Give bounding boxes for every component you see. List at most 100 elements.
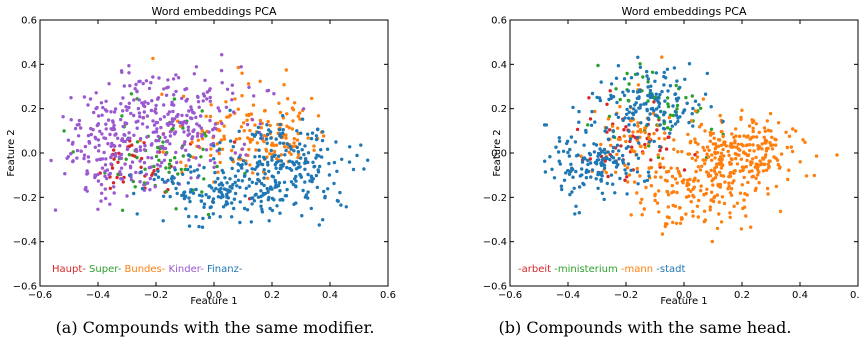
data-point bbox=[660, 232, 665, 236]
data-point bbox=[211, 200, 216, 205]
data-point bbox=[108, 132, 112, 137]
data-point bbox=[611, 135, 616, 139]
data-point bbox=[279, 159, 284, 163]
data-point bbox=[104, 99, 108, 104]
data-point bbox=[187, 214, 191, 219]
data-point bbox=[269, 185, 273, 189]
data-point bbox=[647, 174, 651, 178]
data-point bbox=[86, 133, 91, 138]
data-point bbox=[277, 101, 281, 105]
data-point bbox=[327, 173, 332, 177]
data-point bbox=[214, 186, 218, 191]
data-point bbox=[252, 94, 256, 98]
data-point bbox=[664, 76, 668, 80]
data-point bbox=[835, 153, 839, 157]
data-point bbox=[267, 169, 271, 173]
data-point bbox=[69, 152, 73, 156]
data-point bbox=[233, 174, 238, 178]
data-point bbox=[362, 167, 366, 171]
data-point bbox=[636, 129, 640, 134]
y-axis-label: Feature 2 bbox=[6, 129, 17, 176]
data-point bbox=[255, 165, 259, 169]
data-point bbox=[269, 148, 273, 153]
data-point bbox=[603, 151, 607, 155]
data-point bbox=[278, 122, 282, 127]
data-point bbox=[618, 176, 622, 181]
x-tick-label: −0.6 bbox=[28, 290, 52, 301]
data-point bbox=[739, 117, 743, 122]
data-point bbox=[117, 155, 122, 159]
data-point bbox=[216, 170, 220, 174]
data-point bbox=[292, 137, 296, 141]
data-point bbox=[162, 158, 167, 162]
y-tick-label: 0.6 bbox=[491, 16, 507, 27]
data-point bbox=[194, 156, 198, 160]
data-point bbox=[611, 129, 615, 133]
data-point bbox=[687, 62, 692, 66]
data-point bbox=[262, 168, 266, 172]
data-point bbox=[258, 79, 262, 84]
data-point bbox=[643, 130, 647, 135]
data-point bbox=[625, 175, 629, 179]
data-point bbox=[230, 158, 234, 162]
data-point bbox=[186, 133, 190, 137]
data-point bbox=[103, 169, 107, 173]
data-point bbox=[150, 142, 154, 146]
data-point bbox=[637, 95, 641, 99]
data-point bbox=[138, 145, 142, 149]
data-point bbox=[647, 140, 652, 144]
data-point bbox=[173, 130, 178, 134]
data-point bbox=[79, 126, 83, 130]
data-point bbox=[621, 90, 625, 95]
data-point bbox=[200, 190, 204, 194]
data-point bbox=[573, 212, 577, 216]
data-point bbox=[272, 143, 276, 148]
data-point bbox=[720, 157, 724, 162]
data-point bbox=[678, 221, 683, 225]
data-point bbox=[673, 122, 678, 126]
data-point bbox=[685, 181, 690, 185]
data-point bbox=[107, 82, 111, 86]
data-point bbox=[270, 208, 275, 213]
data-point bbox=[86, 103, 90, 107]
data-point bbox=[154, 172, 158, 177]
data-point bbox=[103, 136, 108, 141]
data-point bbox=[647, 144, 651, 148]
data-point bbox=[251, 103, 256, 107]
data-point bbox=[138, 159, 142, 163]
data-point bbox=[119, 172, 123, 177]
data-point bbox=[205, 97, 209, 101]
data-point bbox=[247, 147, 251, 152]
data-point bbox=[675, 99, 679, 103]
data-point bbox=[139, 165, 143, 169]
data-point bbox=[279, 166, 283, 171]
data-point bbox=[133, 87, 137, 91]
data-point bbox=[134, 82, 138, 87]
data-point bbox=[211, 197, 216, 201]
data-point bbox=[735, 152, 739, 157]
y-tick-label: 0.4 bbox=[491, 60, 507, 71]
data-point bbox=[543, 170, 548, 174]
data-point bbox=[296, 150, 301, 154]
data-point bbox=[259, 136, 263, 140]
data-point bbox=[582, 182, 586, 187]
data-point bbox=[638, 201, 643, 205]
data-point bbox=[693, 137, 697, 141]
data-point bbox=[254, 148, 258, 152]
data-point bbox=[675, 107, 679, 111]
data-point bbox=[242, 142, 247, 146]
data-point bbox=[745, 135, 749, 139]
data-point bbox=[120, 114, 124, 118]
data-point bbox=[316, 127, 320, 131]
data-point bbox=[102, 150, 106, 155]
data-point bbox=[638, 106, 642, 110]
data-point bbox=[588, 161, 593, 165]
data-point bbox=[599, 150, 604, 154]
data-point bbox=[71, 159, 75, 164]
data-point bbox=[548, 155, 552, 159]
data-point bbox=[145, 181, 150, 185]
data-point bbox=[671, 113, 676, 118]
data-point bbox=[674, 113, 679, 118]
data-point bbox=[216, 106, 220, 110]
data-point bbox=[63, 172, 67, 176]
